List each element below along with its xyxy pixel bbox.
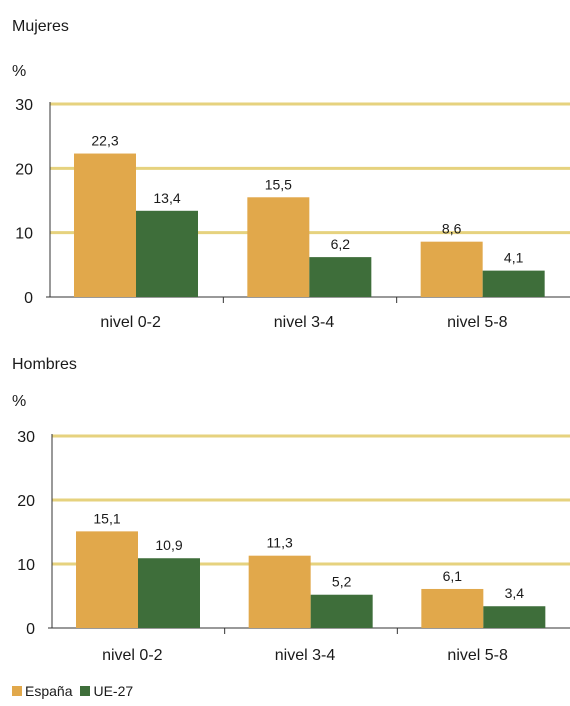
panel2-y-unit-label: % [12, 393, 26, 410]
panel2-data-label-ue27-2: 5,2 [332, 574, 352, 590]
charts-svg: Mujeres% 0 10 20 30 22,3 13,4 nivel 0-2 15,5 6,2 n… [12, 18, 570, 664]
panel2-bar-ue27-2 [310, 594, 373, 628]
legend-label-espana: España [25, 683, 73, 699]
panel2-data-label-ue27-3: 3,4 [505, 585, 525, 601]
panel1-x-category-3: nivel 5-8 [447, 314, 508, 331]
panel1-bar-espana-3 [420, 241, 483, 297]
panel1-y-tick-0: 0 [24, 290, 33, 307]
panel1-bar-ue27-1 [136, 210, 198, 297]
panel2-bar-espana-1 [76, 531, 138, 628]
panel1-bar-espana-2 [247, 197, 310, 297]
panel1-chart-title: Mujeres [12, 18, 69, 35]
panel1-data-label-ue27-3: 4,1 [504, 250, 524, 266]
panel2-y-tick-0: 0 [26, 621, 35, 638]
panel2-bar-ue27-1 [138, 558, 200, 628]
panel1-y-tick-20: 20 [15, 161, 33, 178]
panel1-data-label-espana-2: 15,5 [265, 176, 292, 192]
panel1-x-category-1: nivel 0-2 [100, 314, 161, 331]
panel2-bar-ue27-3 [483, 606, 546, 628]
legend-swatch-espana [12, 686, 22, 696]
legend-swatch-ue27 [80, 686, 91, 696]
panel1-data-label-ue27-1: 13,4 [153, 190, 180, 206]
legend-item-ue27: UE-27 [80, 683, 133, 699]
panel1-data-label-espana-3: 8,6 [442, 221, 462, 237]
panel1-bar-ue27-3 [482, 270, 545, 297]
panel2-x-category-2: nivel 3-4 [275, 647, 336, 664]
panel2-bar-espana-2 [248, 555, 311, 628]
legend-item-espana: España [12, 683, 72, 699]
panel1-y-tick-30: 30 [15, 97, 33, 114]
panel1-bar-espana-1 [74, 153, 136, 297]
panel2-bar-espana-3 [421, 588, 484, 628]
panel1-bar-ue27-2 [309, 257, 372, 297]
panel2-data-label-espana-1: 15,1 [93, 510, 120, 526]
panel1-y-unit-label: % [12, 63, 26, 80]
panel1-x-category-2: nivel 3-4 [274, 314, 335, 331]
panel1-data-label-espana-1: 22,3 [91, 133, 118, 149]
panel1-y-tick-10: 10 [15, 226, 33, 243]
legend: España UE-27 [12, 683, 141, 699]
panel2-data-label-espana-2: 11,3 [267, 535, 293, 551]
panel2-chart-title: Hombres [12, 356, 77, 373]
panel2-y-tick-20: 20 [17, 493, 35, 510]
panel2-x-category-1: nivel 0-2 [102, 647, 163, 664]
panel1-data-label-ue27-2: 6,2 [331, 236, 351, 252]
panel2-data-label-espana-3: 6,1 [443, 568, 463, 584]
panel2-x-category-3: nivel 5-8 [447, 647, 508, 664]
panel2-y-tick-10: 10 [17, 557, 35, 574]
panel2-data-label-ue27-1: 10,9 [155, 537, 182, 553]
panel2-y-tick-30: 30 [17, 429, 35, 446]
legend-label-ue27: UE-27 [93, 683, 134, 699]
